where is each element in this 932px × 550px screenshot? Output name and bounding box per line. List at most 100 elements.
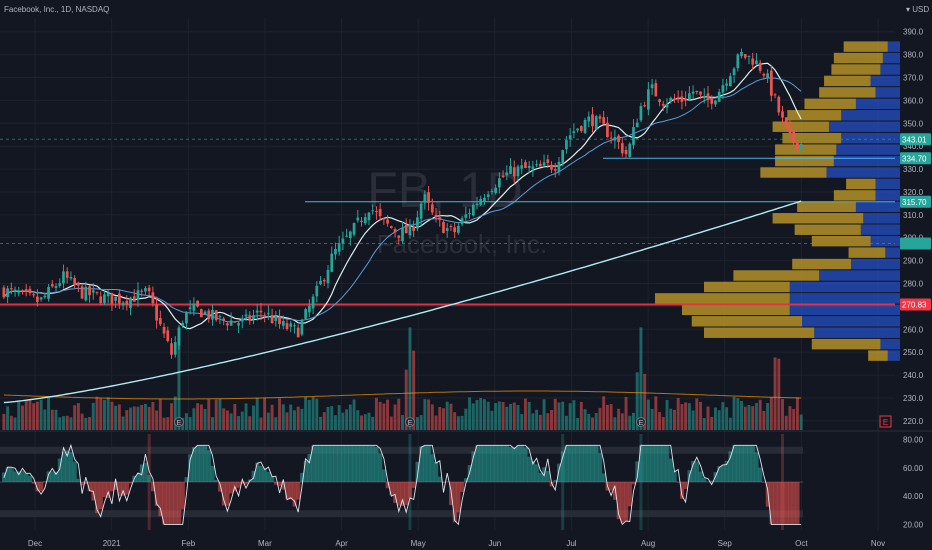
volume-bar	[732, 396, 736, 430]
ma-long-line	[3, 200, 802, 404]
osc-fill	[609, 482, 614, 491]
volume-bar	[523, 398, 527, 430]
volume-bar	[516, 405, 520, 430]
volume-bar	[438, 406, 442, 430]
osc-fill	[382, 469, 387, 482]
osc-fill	[490, 445, 495, 482]
volume-bar	[88, 417, 92, 430]
time-tick-label: Mar	[258, 539, 272, 548]
osc-fill	[158, 482, 163, 517]
osc-fill	[169, 482, 174, 525]
volume-bar	[591, 417, 594, 430]
volume-bar	[106, 397, 110, 430]
candle-body	[486, 194, 490, 197]
osc-fill	[42, 481, 48, 482]
volume-bar	[125, 410, 129, 430]
osc-fill	[270, 476, 275, 482]
volume-bar	[214, 399, 218, 430]
price-badge	[900, 195, 931, 208]
volume-bar	[192, 408, 196, 430]
volume-bar	[624, 396, 628, 430]
volume-bar	[795, 397, 799, 430]
osc-fill	[531, 461, 536, 482]
candle-body	[442, 221, 445, 234]
volume-bar	[445, 401, 449, 430]
profile-bar-down	[789, 281, 900, 293]
volume-bar	[494, 402, 498, 430]
candle-body	[103, 294, 106, 304]
volume-bar	[91, 402, 95, 430]
osc-fill	[743, 445, 748, 482]
osc-fill	[117, 482, 122, 496]
candle-body	[352, 223, 356, 235]
osc-fill	[259, 465, 264, 482]
volume-bar	[47, 398, 51, 430]
volume-bar	[736, 398, 740, 430]
candle-body	[259, 310, 263, 313]
osc-fill	[732, 445, 737, 482]
candle-body	[371, 210, 375, 212]
candle-body	[680, 96, 684, 102]
volume-bar	[110, 401, 114, 430]
osc-fill	[411, 482, 416, 488]
volume-bar	[509, 403, 513, 430]
osc-fill	[352, 445, 357, 482]
osc-fill	[370, 445, 375, 482]
volume-bar	[646, 399, 650, 430]
osc-fill	[575, 445, 580, 482]
volume-bar	[162, 417, 166, 430]
volume-bar	[95, 396, 99, 430]
candle-body	[117, 293, 121, 304]
candle-body	[799, 144, 803, 150]
candle-body	[632, 127, 635, 145]
profile-bar-up	[775, 155, 834, 167]
time-tick-label: Apr	[335, 539, 348, 548]
osc-fill	[534, 464, 539, 482]
candle-body	[177, 327, 181, 346]
earnings-marker	[636, 417, 646, 427]
volume-bar	[717, 410, 721, 430]
volume-profile	[655, 41, 900, 361]
osc-tick-label: 40.00	[903, 492, 924, 501]
candle-body	[676, 97, 680, 100]
osc-fill	[653, 445, 659, 482]
volume-bar	[211, 417, 214, 430]
volume-bar	[609, 404, 613, 430]
osc-tick-label: 80.00	[903, 436, 924, 445]
osc-fill	[273, 482, 278, 485]
volume-bar	[721, 402, 725, 430]
profile-bar-up	[833, 190, 876, 201]
profile-bar-up	[792, 258, 851, 270]
profile-bar-up	[704, 327, 815, 338]
price-axis: 390.0 380.0 370.0 360.0 350.0 340.0 330.0 320.0…	[903, 28, 924, 426]
candle-body	[345, 235, 348, 237]
osc-fill	[121, 482, 126, 496]
osc-fill	[504, 445, 509, 482]
volume-bar	[229, 413, 233, 430]
candle-body	[658, 99, 661, 103]
candle-body	[647, 89, 650, 110]
earnings-next-label: E	[883, 418, 888, 427]
candle-body	[147, 287, 151, 292]
osc-fill	[635, 461, 640, 482]
osc-fill	[475, 445, 480, 482]
osc-fill	[318, 445, 323, 482]
osc-fill	[102, 482, 107, 498]
candle-body	[311, 296, 315, 309]
osc-fill	[266, 471, 271, 482]
candle-body	[151, 292, 155, 304]
candle-body	[360, 220, 363, 223]
volume-bar	[2, 413, 6, 430]
volume-bar	[397, 398, 401, 430]
osc-fill	[773, 482, 778, 525]
earnings-next-marker	[879, 415, 892, 428]
osc-fill	[20, 470, 25, 482]
osc-fill	[57, 458, 62, 482]
osc-fill	[124, 482, 129, 495]
osc-fill	[333, 445, 338, 482]
volume-bar	[419, 415, 423, 430]
candle-body	[643, 105, 647, 107]
osc-fill	[87, 482, 92, 492]
price-badge	[900, 152, 931, 165]
